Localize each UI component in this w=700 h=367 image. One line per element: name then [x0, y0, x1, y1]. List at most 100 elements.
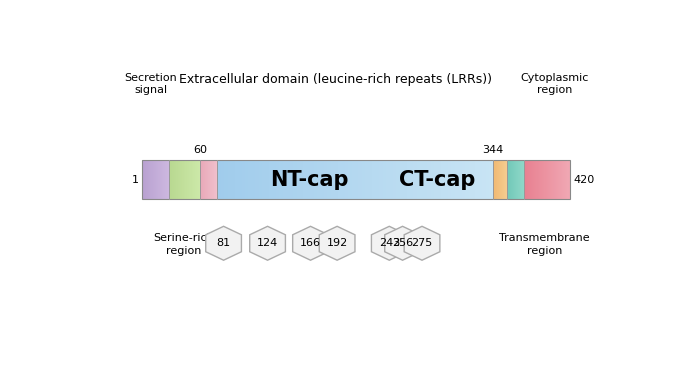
Text: 256: 256	[392, 238, 413, 248]
Polygon shape	[206, 226, 241, 260]
Bar	[262, 160, 265, 200]
Bar	[358, 160, 362, 200]
Bar	[403, 160, 407, 200]
Bar	[365, 160, 369, 200]
Bar	[482, 160, 486, 200]
Bar	[265, 160, 269, 200]
Bar	[386, 160, 389, 200]
Bar	[297, 160, 300, 200]
Bar	[414, 160, 417, 200]
Bar	[427, 160, 430, 200]
Bar	[286, 160, 290, 200]
Bar	[290, 160, 293, 200]
Text: 420: 420	[573, 175, 595, 185]
Text: 275: 275	[412, 238, 433, 248]
Bar	[376, 160, 379, 200]
Bar	[486, 160, 489, 200]
Bar	[351, 160, 355, 200]
Bar	[475, 160, 479, 200]
Text: 192: 192	[326, 238, 348, 248]
Bar	[430, 160, 434, 200]
Bar	[317, 160, 321, 200]
Bar	[434, 160, 438, 200]
Bar	[410, 160, 414, 200]
Bar	[438, 160, 441, 200]
Text: Extracellular domain (leucine-rich repeats (LRRs)): Extracellular domain (leucine-rich repea…	[178, 73, 491, 87]
Bar	[141, 160, 570, 200]
Bar	[228, 160, 231, 200]
Bar	[324, 160, 328, 200]
Bar	[283, 160, 286, 200]
Bar	[400, 160, 403, 200]
Bar	[307, 160, 310, 200]
Bar	[328, 160, 331, 200]
Bar	[342, 160, 344, 200]
Bar	[382, 160, 386, 200]
Bar	[344, 160, 348, 200]
Bar	[338, 160, 342, 200]
Text: 1: 1	[132, 175, 139, 185]
Text: 60: 60	[193, 145, 207, 155]
Bar	[465, 160, 468, 200]
Bar	[245, 160, 248, 200]
Bar	[218, 160, 221, 200]
Text: Secretion
signal: Secretion signal	[125, 73, 177, 95]
Bar	[256, 160, 259, 200]
Bar	[224, 160, 228, 200]
Bar	[396, 160, 400, 200]
Bar	[458, 160, 461, 200]
Bar	[221, 160, 224, 200]
Bar	[279, 160, 283, 200]
Text: CT-cap: CT-cap	[399, 170, 475, 190]
Polygon shape	[372, 226, 407, 260]
Bar	[238, 160, 242, 200]
Bar	[407, 160, 410, 200]
Polygon shape	[250, 226, 286, 260]
Bar	[444, 160, 448, 200]
Bar	[417, 160, 421, 200]
Bar	[448, 160, 452, 200]
Polygon shape	[404, 226, 440, 260]
Bar	[472, 160, 475, 200]
Bar	[369, 160, 372, 200]
Bar	[452, 160, 455, 200]
Polygon shape	[319, 226, 355, 260]
Text: 243: 243	[379, 238, 400, 248]
Bar	[348, 160, 351, 200]
Bar	[355, 160, 358, 200]
Bar	[293, 160, 297, 200]
Bar	[372, 160, 376, 200]
Bar	[335, 160, 338, 200]
Bar	[248, 160, 252, 200]
Text: 344: 344	[482, 145, 503, 155]
Bar	[276, 160, 279, 200]
Bar	[461, 160, 465, 200]
Bar	[331, 160, 335, 200]
Bar	[234, 160, 238, 200]
Bar	[379, 160, 382, 200]
Bar	[310, 160, 314, 200]
Bar	[489, 160, 493, 200]
Polygon shape	[293, 226, 328, 260]
Bar	[259, 160, 262, 200]
Bar	[441, 160, 444, 200]
Bar	[314, 160, 317, 200]
Text: NT-cap: NT-cap	[270, 170, 349, 190]
Text: 81: 81	[216, 238, 230, 248]
Bar	[421, 160, 424, 200]
Bar	[479, 160, 482, 200]
Bar	[455, 160, 458, 200]
Text: 124: 124	[257, 238, 278, 248]
Bar	[468, 160, 472, 200]
Text: Transmembrane
region: Transmembrane region	[499, 233, 590, 256]
Bar	[269, 160, 272, 200]
Text: 166: 166	[300, 238, 321, 248]
Polygon shape	[385, 226, 421, 260]
Bar	[300, 160, 303, 200]
Bar	[321, 160, 324, 200]
Text: Cytoplasmic
region: Cytoplasmic region	[521, 73, 589, 95]
Bar	[303, 160, 307, 200]
Bar	[252, 160, 256, 200]
Bar	[424, 160, 427, 200]
Bar	[393, 160, 396, 200]
